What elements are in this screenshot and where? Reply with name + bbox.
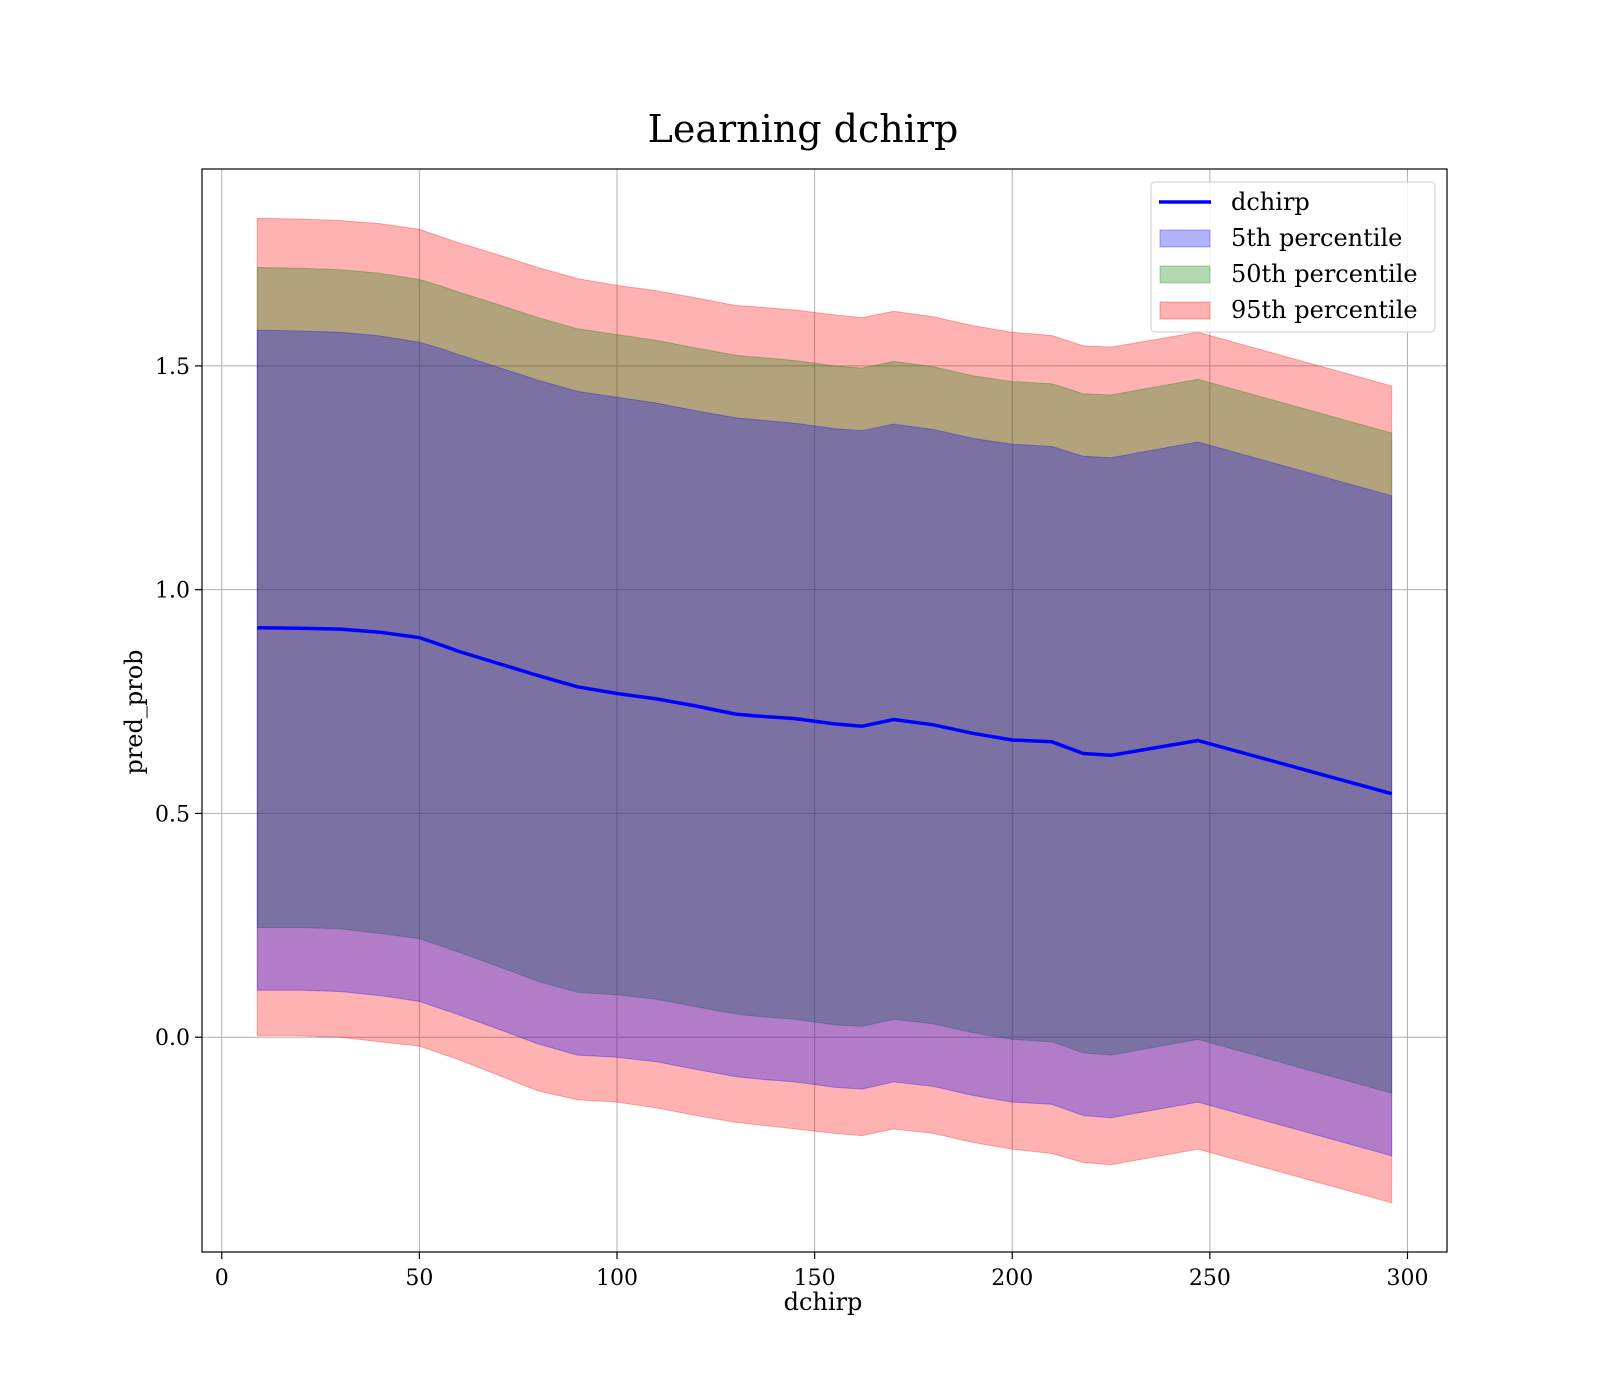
y-axis-label: pred_prob [120, 649, 148, 774]
x-tick-label: 50 [405, 1266, 433, 1291]
line-layer [257, 625, 1393, 796]
band-95th-percentile [256, 217, 1393, 1204]
legend-swatch-patch [1159, 301, 1211, 320]
x-tick-label: 250 [1189, 1266, 1231, 1291]
axis-ticks: 0 50 100 150 200 250 300 0.0 0.5 1.0 1.5 [155, 355, 1428, 1291]
x-axis-label: dchirp [784, 1288, 863, 1316]
x-tick-label: 300 [1386, 1266, 1428, 1291]
y-tick-label: 1.0 [155, 579, 190, 604]
x-tick-label: 200 [991, 1266, 1033, 1291]
legend-label: dchirp [1231, 188, 1310, 216]
band-50th-percentile [256, 266, 1393, 1094]
legend-label: 95th percentile [1231, 296, 1418, 324]
y-tick-label: 1.5 [155, 355, 190, 380]
grid [202, 169, 1447, 1252]
plot-frame [201, 168, 1448, 1253]
y-tick-label: 0.0 [155, 1026, 190, 1051]
chart-title: Learning dchirp [648, 107, 959, 151]
band-5th-percentile [256, 329, 1393, 1157]
x-tick-label: 0 [215, 1266, 229, 1291]
series-line-dchirp [257, 625, 1393, 796]
legend-label: 5th percentile [1231, 224, 1402, 252]
y-tick-label: 0.5 [155, 802, 190, 827]
legend-label: 50th percentile [1231, 260, 1418, 288]
legend-swatch-patch [1159, 265, 1211, 284]
legend-box [1150, 181, 1436, 333]
legend-swatch-patch [1159, 229, 1211, 248]
x-tick-label: 150 [794, 1266, 836, 1291]
legend: dchirp 5th percentile 50th percentile 95th … [1150, 181, 1436, 333]
x-tick-label: 100 [596, 1266, 638, 1291]
percentile-bands [256, 217, 1393, 1204]
